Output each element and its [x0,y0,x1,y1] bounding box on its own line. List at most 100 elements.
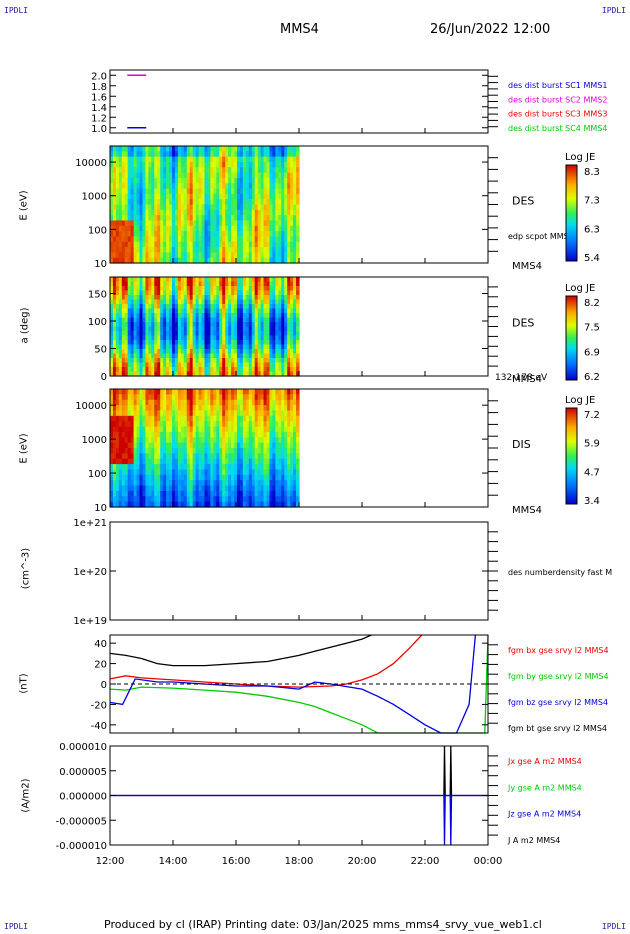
spectro-cell [186,290,191,296]
spectro-cell [183,394,188,401]
spectro-cell [204,437,209,444]
spectro-cell [248,257,253,264]
spectro-cell [248,474,253,481]
spectro-cell [192,394,197,401]
spectro-cell [278,331,282,337]
spectro-cell [163,367,167,373]
ytick-label: 20 [94,660,107,671]
spectro-cell [110,410,114,417]
spectro-cell [225,490,229,497]
spectro-cell [222,231,226,238]
spectro-cell [192,317,197,323]
spectro-cell [180,151,185,158]
spectro-cell [293,317,297,323]
spectro-cell [245,349,250,355]
spectro-cell [236,225,241,232]
spectro-cell [183,442,188,449]
spectro-cell [142,421,147,428]
spectro-cell [133,286,138,292]
spectro-cell [236,317,241,323]
spectro-cell [121,474,126,481]
ytick-label: 10 [94,503,107,514]
spectro-cell [127,501,132,508]
spectro-cell [290,426,294,433]
spectro-cell [198,426,203,433]
spectro-cell [186,340,191,346]
spectro-cell [290,225,294,232]
spectro-cell [180,485,185,492]
spectro-cell [275,389,279,395]
spectro-cell [192,421,197,428]
spectro-cell [260,231,265,238]
spectro-cell [201,183,206,190]
spectro-cell [278,399,282,406]
spectro-cell [239,209,244,216]
spectro-cell [239,399,244,406]
spectro-cell [287,353,291,359]
spectro-cell [145,496,149,503]
spectro-cell [251,335,256,341]
spectro-cell [239,317,244,323]
spectro-cell [263,215,268,222]
spectro-cell [160,442,164,449]
spectro-cell [278,299,282,305]
spectro-cell [236,295,241,301]
spectro-cell [254,204,259,211]
spectro-cell [281,326,285,332]
spectro-cell [263,464,268,471]
spectro-cell [124,480,129,487]
spectro-cell [225,453,229,460]
spectro-cell [281,257,285,264]
spectro-cell [245,231,250,238]
spectro-cell [248,464,253,471]
spectro-cell [166,496,170,503]
spectro-cell [296,188,300,195]
spectro-cell [263,313,268,319]
spectro-cell [278,458,282,465]
spectro-cell [195,183,200,190]
spectro-cell [269,464,274,471]
spectro-cell [180,236,185,243]
spectro-cell [174,290,179,296]
spectro-cell [272,426,276,433]
spectro-cell [236,399,241,406]
spectro-cell [269,156,274,163]
spectro-cell [225,405,229,412]
spectro-cell [296,304,300,310]
spectro-cell [157,448,161,454]
spectro-cell [160,225,164,232]
spectro-cell [269,453,274,460]
spectro-cell [151,188,155,195]
spectro-cell [269,308,274,314]
spectro-cell [151,225,155,232]
spectro-cell [287,231,291,238]
spectro-cell [148,220,152,227]
spectro-cell [281,290,285,296]
spectro-cell [239,442,244,449]
panel-frame [109,521,489,621]
spectro-cell [118,188,123,195]
spectro-cell [127,331,132,337]
spectro-cell [272,331,276,337]
spectro-cell [257,322,262,328]
spectro-cell [272,204,276,211]
spectro-cell [157,453,161,460]
spectro-cell [151,177,155,184]
spectro-cell [266,231,271,238]
spectro-cell [172,367,176,373]
spectro-cell [296,410,300,417]
spectro-cell [157,209,161,216]
spectro-cell [201,458,206,465]
spectro-cell [213,295,217,301]
spectro-cell [166,204,170,211]
spectro-cell [257,453,262,460]
spectro-cell [251,344,256,350]
spectro-cell [275,225,279,232]
spectro-cell [145,421,149,428]
spectro-cell [198,304,203,310]
spectro-cell [180,362,185,368]
spectro-cell [118,220,123,227]
spectro-cell [121,353,126,359]
spectro-cell [180,405,185,412]
spectro-cell [110,458,114,465]
